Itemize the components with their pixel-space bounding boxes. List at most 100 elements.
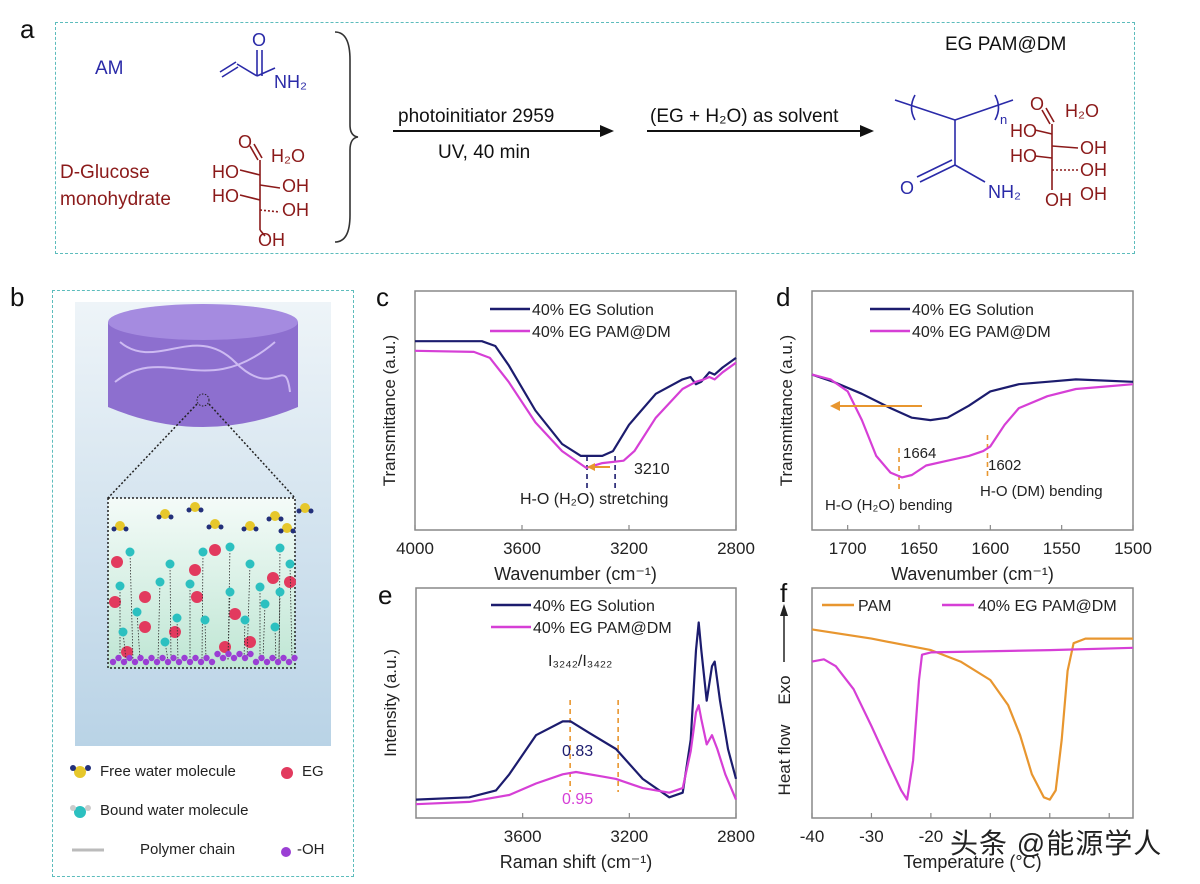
glucose-oh-3: OH [258,230,285,250]
glucose-structure [239,143,281,237]
hydroxyl-group [164,658,172,666]
eg-molecule [189,564,201,576]
molecular-inset [107,497,296,669]
am-label: AM [95,58,124,79]
hydroxyl-group [131,658,139,666]
product-glucose-oh-2: OH [1080,160,1107,180]
bound-water-molecule [118,627,128,637]
chart-f: -40 -30 -20 Temperature (°C) Heat flow Exo PAM… [775,587,1134,872]
bound-water-molecule [260,599,270,609]
pam-repeat-n: n [1000,112,1007,127]
hydroxyl-group [230,654,238,662]
glucose-label-line2: monohydrate [60,189,171,210]
y-axis-label: Heat flow [775,724,794,796]
hydrogen-bond [274,626,277,661]
panel-label-e: e [378,580,393,610]
hydrogen-bond [289,563,293,661]
hydrogen-bond [157,581,161,661]
hydrogen-bond [278,591,281,661]
hydroxyl-group [175,658,183,666]
hydrogen-bond [136,611,141,661]
acrylamide-structure [219,50,276,78]
bound-water-molecule [185,579,195,589]
pam-structure [894,94,1014,183]
hydroxyl-group [285,658,293,666]
eg-molecule [169,626,181,638]
legend-label-2: 40% EG PAM@DM [912,324,1051,341]
series-line-2 [811,646,1134,801]
hydroxyl-group [153,658,161,666]
panel-label-b: b [10,282,25,312]
hydroxyl-group [120,658,128,666]
band-label-dm: H-O (DM) bending [980,483,1103,500]
free-water-molecule [190,502,200,512]
hydroxyl-group [181,654,188,662]
hydroxyl-group [192,654,199,662]
product-glucose-structure [1034,107,1079,190]
zoom-lines [107,403,296,499]
chart-c: 4000 3600 3200 2800 Wavenumber (cm⁻¹) Transmi… [380,290,755,584]
series-line-1 [415,340,737,457]
x-tick-label: 1500 [1114,539,1152,558]
step1-conditions: photoinitiator 2959 [398,106,554,127]
shift-arrow-head [587,463,595,471]
eg-icon [281,767,293,779]
x-tick-label: 1600 [971,539,1009,558]
hydrogel-illustration [75,302,331,746]
hydrogen-bond [176,617,179,661]
x-tick-label: -40 [800,827,825,846]
bound-water-icon [70,805,91,818]
hydroxyl-group [219,654,227,662]
free-water-hydrogen [123,526,129,532]
hydrogel-cylinder [108,304,298,427]
hydrogen-bond [243,619,246,661]
legend-label-1: 40% EG Solution [533,598,655,615]
free-water-hydrogen [278,516,284,522]
plot-frame [811,587,1134,819]
illustration-box [52,290,354,877]
bound-water-molecule [132,607,142,617]
x-tick-label: 1550 [1043,539,1081,558]
legend-label-2: 40% EG PAM@DM [533,620,672,637]
hydroxyl-group [258,654,265,662]
free-water-hydrogen [241,526,247,532]
free-water-molecule [115,521,125,531]
plot-frame [415,587,737,819]
series-line-2 [414,349,737,469]
legend-symbols [70,765,104,852]
hydrogen-bond [262,603,266,661]
bound-water-molecule [240,615,250,625]
hydroxyl-group [159,654,166,662]
x-tick-label: 3600 [503,539,541,558]
free-water-hydrogen [206,524,212,530]
bound-water-molecule [172,613,182,623]
product-glucose-ho-2: HO [1010,146,1037,166]
ratio-label: I₃₂₄₂/I₃₄₂₂ [548,653,612,670]
scheme-box [55,22,1135,254]
legend-label-1: PAM [858,598,891,615]
ratio-solution: 0.83 [562,743,593,760]
product-glucose-oxygen: O [1030,94,1044,114]
glucose-label-line1: D-Glucose [60,162,150,183]
free-water-hydrogen [290,528,296,534]
free-water-molecule [160,509,170,519]
panel-label-f: f [780,578,788,608]
legend-free-water: Free water molecule [100,763,236,780]
glucose-oh-1: OH [282,176,309,196]
legend-bound-water: Bound water molecule [100,802,249,819]
hydroxyl-group [214,650,221,658]
peak-label-1664: 1664 [903,445,936,462]
hydrogen-bond [246,563,251,661]
legend-label-2: 40% EG PAM@DM [532,324,671,341]
peak-label-1602: 1602 [988,457,1021,474]
bound-water-molecule [115,581,125,591]
bound-water-molecule [125,547,135,557]
hydroxyl-group [137,654,144,662]
bound-water-molecule [225,587,235,597]
y-axis-label: Transmittance (a.u.) [777,335,796,486]
bound-water-molecule [198,547,208,557]
series-line-2 [811,373,1134,479]
hydrogen-bond [227,591,231,661]
am-amine: NH₂ [274,72,307,92]
